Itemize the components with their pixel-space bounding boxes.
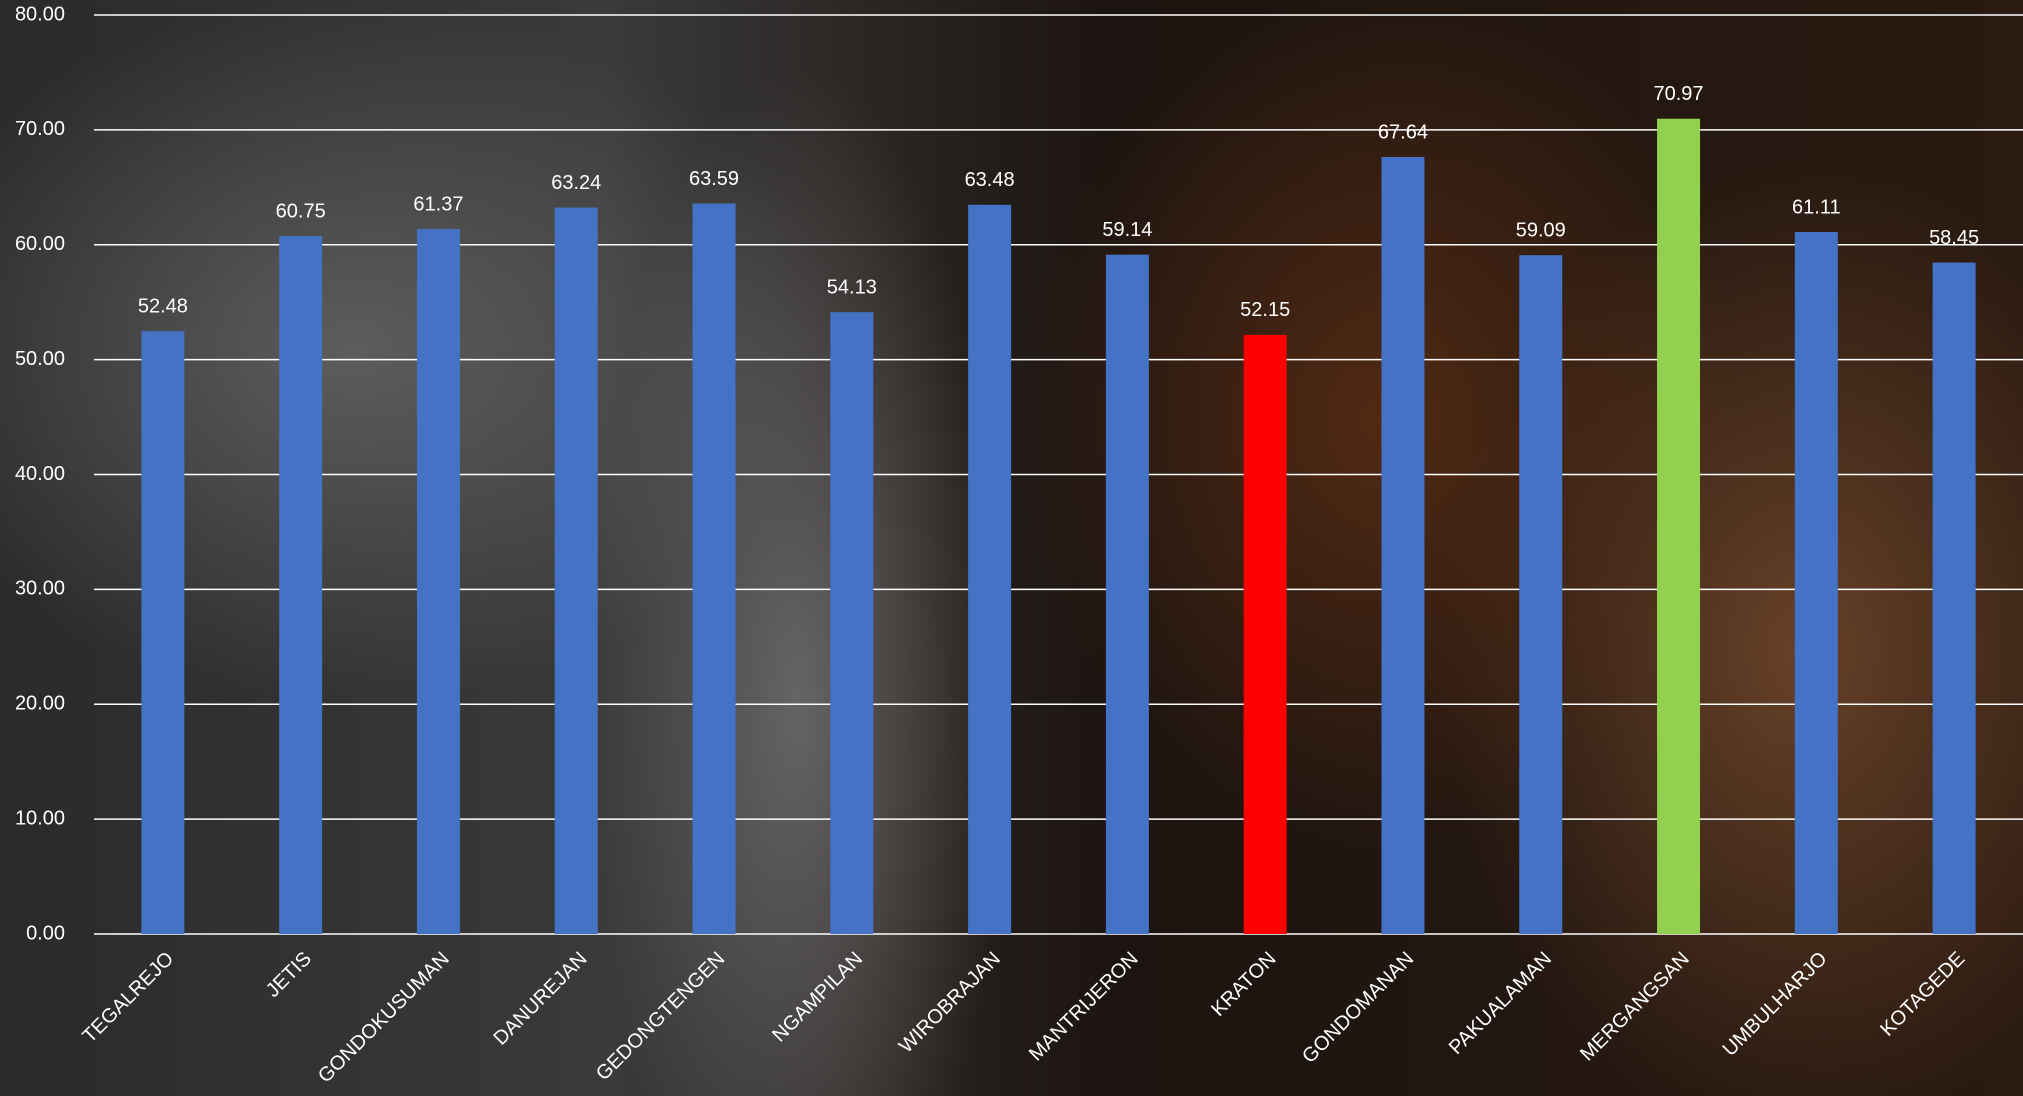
x-tick-label: MERGANGSAN (1576, 948, 1694, 1066)
value-label: 61.37 (413, 193, 463, 215)
x-tick-label: MANTRIJERON (1025, 948, 1143, 1066)
value-label: 59.09 (1516, 219, 1566, 241)
y-tick-label: 50.00 (15, 348, 65, 370)
value-label: 58.45 (1929, 227, 1979, 249)
y-tick-label: 10.00 (15, 807, 65, 829)
x-tick-label: WIROBRAJAN (895, 948, 1005, 1058)
x-tick-label: KOTAGEDE (1876, 948, 1969, 1041)
value-label: 59.14 (1102, 219, 1152, 241)
value-label: 63.24 (551, 172, 601, 194)
x-tick-label: PAKUALAMAN (1445, 948, 1556, 1059)
bar (279, 236, 323, 934)
bar (1381, 156, 1425, 935)
y-tick-label: 60.00 (15, 233, 65, 255)
value-label: 63.48 (965, 169, 1015, 191)
value-label: 52.48 (138, 295, 188, 317)
bar (416, 229, 460, 934)
bar (1105, 254, 1149, 934)
x-tick-label: GONDOMANAN (1298, 948, 1418, 1068)
x-tick-label: NGAMPILAN (768, 948, 867, 1047)
value-label: 67.64 (1378, 121, 1428, 143)
bar (692, 203, 736, 934)
x-tick-label: JETIS (262, 948, 316, 1002)
bar (554, 207, 598, 934)
y-tick-label: 0.00 (26, 922, 65, 944)
value-label: 61.11 (1792, 196, 1841, 218)
value-label: 70.97 (1654, 83, 1704, 105)
y-tick-label: 70.00 (15, 118, 65, 140)
y-tick-label: 80.00 (15, 3, 65, 25)
value-label: 54.13 (827, 276, 877, 298)
y-tick-label: 30.00 (15, 578, 65, 600)
value-label: 63.59 (689, 168, 739, 190)
bar (968, 204, 1012, 934)
x-tick-label: UMBULHARJO (1719, 948, 1832, 1061)
x-tick-label: KRATON (1207, 948, 1280, 1021)
bar (830, 312, 874, 934)
x-tick-label: GEDONGTENGEN (592, 948, 729, 1085)
x-tick-label: DANUREJAN (490, 948, 592, 1050)
x-tick-label: TEGALREJO (79, 948, 179, 1048)
bar (1657, 118, 1701, 935)
x-tick-label: GONDOKUSUMAN (314, 948, 454, 1088)
value-label: 52.15 (1240, 299, 1290, 321)
bar (1519, 255, 1563, 935)
bar (1932, 262, 1976, 934)
bar (1794, 231, 1838, 934)
value-label: 60.75 (276, 200, 326, 222)
bar (141, 331, 185, 934)
bar (1243, 334, 1287, 934)
y-tick-label: 40.00 (15, 463, 65, 485)
y-tick-label: 20.00 (15, 693, 65, 715)
